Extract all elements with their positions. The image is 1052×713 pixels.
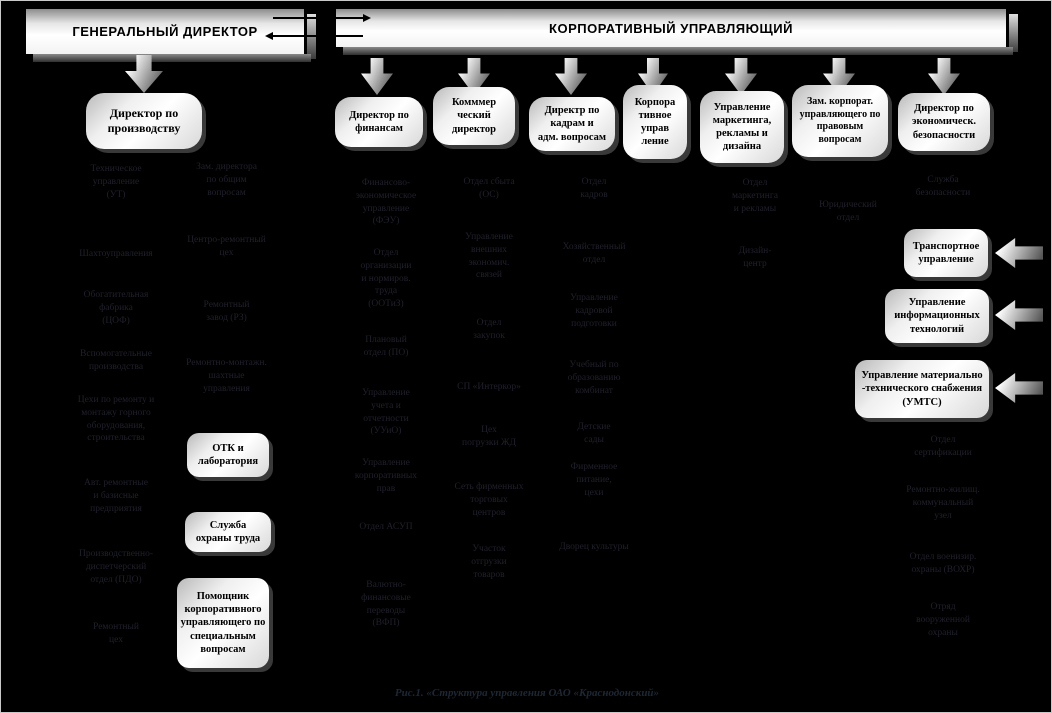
dim-unit-label: Фирменное питание, цехи [570,462,618,498]
dim-unit-label: Управление внешних экономич. связей [465,232,513,281]
dim-unit-label: Учебный по образованию комбинат [567,360,621,396]
dim-unit-label: Обогатительная фабрика (ЦОФ) [83,290,149,326]
dim-unit-label: Плановый отдел (ПО) [363,335,409,358]
down-arrow-icon [725,58,757,95]
unit-it: Управление информационных технологий [885,289,989,343]
dim-unit-label: Техническое управление (УТ) [90,164,142,200]
node-security-director: Директор по экономическ. безопасности [898,93,990,151]
node-corporate-governance: Корпора тивное управ ление [623,85,687,159]
dim-unit-label: Дизайн- центр [738,246,772,269]
dim-unit-label: Отдел военизир. охраны (ВОХР) [909,552,977,575]
dim-unit-label: СП «Интеркор» [457,382,521,392]
dim-unit-label: Служба безопасности [915,175,971,198]
dim-unit-label: Отдел маркетинга и рекламы [732,178,778,214]
dim-unit-label: Цех погрузки ЖД [462,425,516,448]
node-hr-director: Директр по кадрам и адм. вопросам [529,97,615,151]
dim-unit-label: Зам. директора по общим вопросам [196,162,257,198]
unit-transport: Транспортное управление [904,229,988,277]
dim-unit-label: Управление кадровой подготовки [570,293,618,329]
general-director-header: ГЕНЕРАЛЬНЫЙ ДИРЕКТОР [26,9,316,62]
figure-caption: Рис.1. «Структура управления ОАО «Красно… [394,687,660,699]
down-arrow-icon [555,58,587,95]
dim-unit-label: Отдел кадров [580,177,608,200]
dim-unit-label: Финансово- экономическое управление (ФЭУ… [355,178,417,227]
unit-umts: Управление материально -технического сна… [855,360,989,418]
node-finance-director: Директор по финансам [335,97,423,147]
dim-unit-label: Отдел АСУП [359,522,413,532]
node-legal-deputy: Зам. корпорат. управляющего по правовым … [792,85,888,157]
unit-otk-lab: ОТК и лаборатория [187,433,269,477]
dim-unit-label: Ремонтно-жилищ. коммунальный узел [906,485,980,521]
dim-unit-label: Отдел сертификации [914,435,972,458]
dim-unit-label: Вспомогательные производства [80,349,152,372]
dim-unit-label: Отдел закупок [473,318,505,341]
left-arrow-icon [995,373,1043,403]
dim-unit-label: Авт. ремонтные и базисные предприятия [84,478,148,514]
corporate-manager-header: КОРПОРАТИВНЫЙ УПРАВЛЯЮЩИЙ [336,9,1018,55]
dim-unit-label: Сеть фирменных торговых центров [454,482,524,518]
down-arrow-icon [361,58,393,95]
dim-unit-label: Управление корпоративных прав [354,458,418,494]
down-arrow-icon [928,58,960,95]
unit-labor-safety: Служба охраны труда [185,512,271,552]
left-arrow-icon [995,300,1043,330]
dim-unit-label: Хозяйственный отдел [562,242,626,265]
dim-unit-label: Ремонтный завод (РЗ) [203,300,250,323]
node-commercial-director: Комммер ческий директор [433,87,515,145]
dim-unit-label: Ремонтно-монтажн. шахтные управления [186,358,267,394]
dim-unit-label: Шахтоуправления [79,249,153,259]
dim-unit-label: Отдел организации и нормиров. труда (ООТ… [360,248,412,310]
dim-unit-label: Дворец культуры [559,542,629,552]
dim-unit-label: Центро-ремонтный цех [187,235,266,258]
dim-unit-label: Отряд вооруженной охраны [916,602,970,638]
dim-unit-label: Детские сады [577,422,611,445]
left-arrow-icon [995,238,1043,268]
dim-unit-label: Цехи по ремонту и монтажу горного оборуд… [77,395,155,444]
dim-unit-label: Производственно- диспетчерский отдел (ПД… [78,549,154,585]
dim-unit-label: Управление учета и отчетности (УУиО) [362,388,410,437]
node-production-director: Директор по производству [86,93,202,149]
right-link-arrow-icon [273,14,371,22]
dim-unit-label: Ремонтный цех [93,622,139,645]
dim-unit-label: Отдел сбыта (ОС) [463,177,515,200]
dim-unit-label: Юридический отдел [819,200,877,223]
node-marketing-department: Управление маркетинга, рекламы и дизайна [700,91,784,163]
left-link-arrow-icon [265,32,363,40]
unit-assistant: Помощник корпоративного управляющего по … [177,578,269,668]
dim-unit-label: Участок отгрузки товаров [471,544,507,580]
dim-unit-label: Валютно- финансовые переводы (ВФП) [361,580,411,629]
